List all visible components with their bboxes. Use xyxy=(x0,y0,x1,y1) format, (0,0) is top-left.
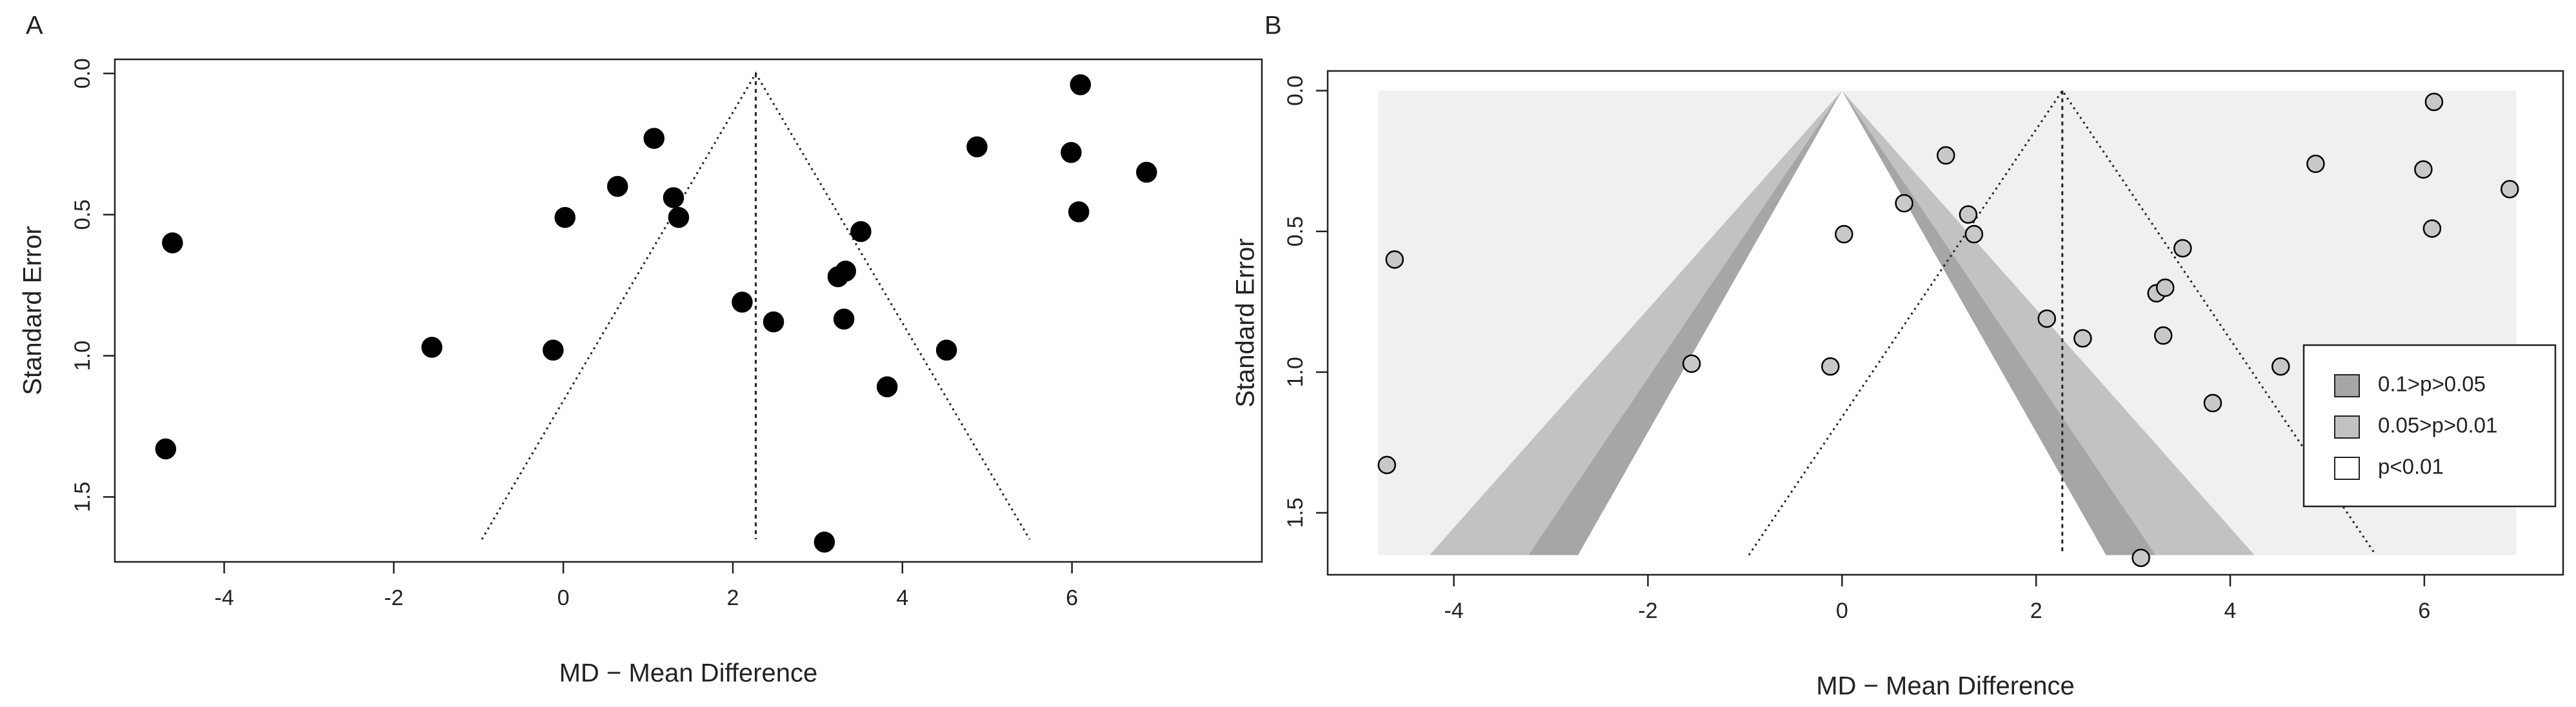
study-point xyxy=(1895,194,1913,213)
study-point xyxy=(1835,224,1853,244)
study-point xyxy=(2173,239,2192,258)
study-point xyxy=(155,438,177,460)
x-tick-label: 4 xyxy=(896,586,908,610)
study-point xyxy=(814,532,835,553)
study-point xyxy=(1068,201,1090,223)
study-point xyxy=(607,175,628,197)
x-axis-label: MD − Mean Difference xyxy=(559,659,818,688)
study-point xyxy=(2306,154,2325,174)
x-tick-label: 2 xyxy=(727,586,739,610)
study-point xyxy=(732,292,753,313)
study-point xyxy=(2271,357,2290,376)
study-point xyxy=(1959,205,1978,224)
study-point xyxy=(833,308,855,330)
contour-region xyxy=(1578,90,2106,555)
x-tick-label: -4 xyxy=(1444,599,1463,623)
study-point xyxy=(966,136,988,157)
study-point xyxy=(2414,160,2433,179)
panel-label: A xyxy=(26,12,43,40)
study-point xyxy=(1061,142,1082,163)
study-point xyxy=(2132,548,2150,568)
study-point xyxy=(763,311,784,333)
study-point xyxy=(421,337,443,358)
legend-swatch xyxy=(2334,457,2360,480)
study-point xyxy=(1682,354,1701,373)
plot-frame xyxy=(1326,70,2564,576)
study-point xyxy=(162,232,183,254)
study-point xyxy=(835,260,857,282)
panel-label: B xyxy=(1264,12,1282,40)
x-tick-label: -2 xyxy=(384,586,403,610)
x-tick-label: -4 xyxy=(214,586,234,610)
x-tick-label: 0 xyxy=(1836,599,1848,623)
y-tick-label: 0.5 xyxy=(1283,216,1308,246)
study-point xyxy=(2203,393,2222,413)
study-point xyxy=(1377,455,1397,475)
x-tick-label: 4 xyxy=(2224,599,2237,623)
study-point xyxy=(2037,309,2056,328)
legend-label: 0.1>p>0.05 xyxy=(2378,372,2486,396)
study-point xyxy=(1964,224,1984,244)
study-point xyxy=(2153,326,2173,345)
funnel-line xyxy=(1748,88,2377,556)
study-point xyxy=(663,187,684,208)
study-point xyxy=(1136,161,1157,183)
study-point xyxy=(2422,219,2442,238)
y-tick-label: 1.5 xyxy=(1283,497,1308,528)
study-point xyxy=(935,339,957,361)
y-tick-label: 0.0 xyxy=(70,58,95,88)
legend-swatch xyxy=(2334,374,2360,397)
x-tick-label: 6 xyxy=(1066,586,1078,610)
study-point xyxy=(643,128,665,149)
study-point xyxy=(1070,74,1092,95)
study-point xyxy=(876,376,898,397)
y-axis-label: Standard Error xyxy=(1232,238,1260,407)
study-point xyxy=(1937,146,1955,165)
y-axis-label: Standard Error xyxy=(19,226,47,395)
study-point xyxy=(2073,329,2092,348)
study-point xyxy=(1385,250,1404,269)
study-point xyxy=(668,206,690,228)
plot-frame xyxy=(114,58,1263,563)
legend-label: 0.05>p>0.01 xyxy=(2378,413,2497,437)
study-point xyxy=(2424,92,2444,112)
study-point xyxy=(2155,278,2175,297)
x-tick-label: 2 xyxy=(2030,599,2042,623)
study-point xyxy=(543,339,564,361)
y-tick-label: 1.5 xyxy=(70,482,95,512)
legend-label: p<0.01 xyxy=(2378,455,2444,479)
x-axis-label: MD − Mean Difference xyxy=(1816,672,2075,701)
study-point xyxy=(2501,180,2519,199)
x-tick-label: 0 xyxy=(557,586,570,610)
y-tick-label: 1.0 xyxy=(1283,357,1308,387)
study-point xyxy=(1821,357,1840,376)
x-tick-label: 6 xyxy=(2418,599,2430,623)
y-tick-label: 1.0 xyxy=(70,341,95,371)
y-tick-label: 0.5 xyxy=(70,199,95,230)
study-point xyxy=(554,206,576,228)
study-point xyxy=(850,221,872,243)
legend-swatch xyxy=(2334,415,2360,439)
funnel-line xyxy=(481,71,1031,540)
y-tick-label: 0.0 xyxy=(1283,75,1308,106)
x-tick-label: -2 xyxy=(1638,599,1657,623)
